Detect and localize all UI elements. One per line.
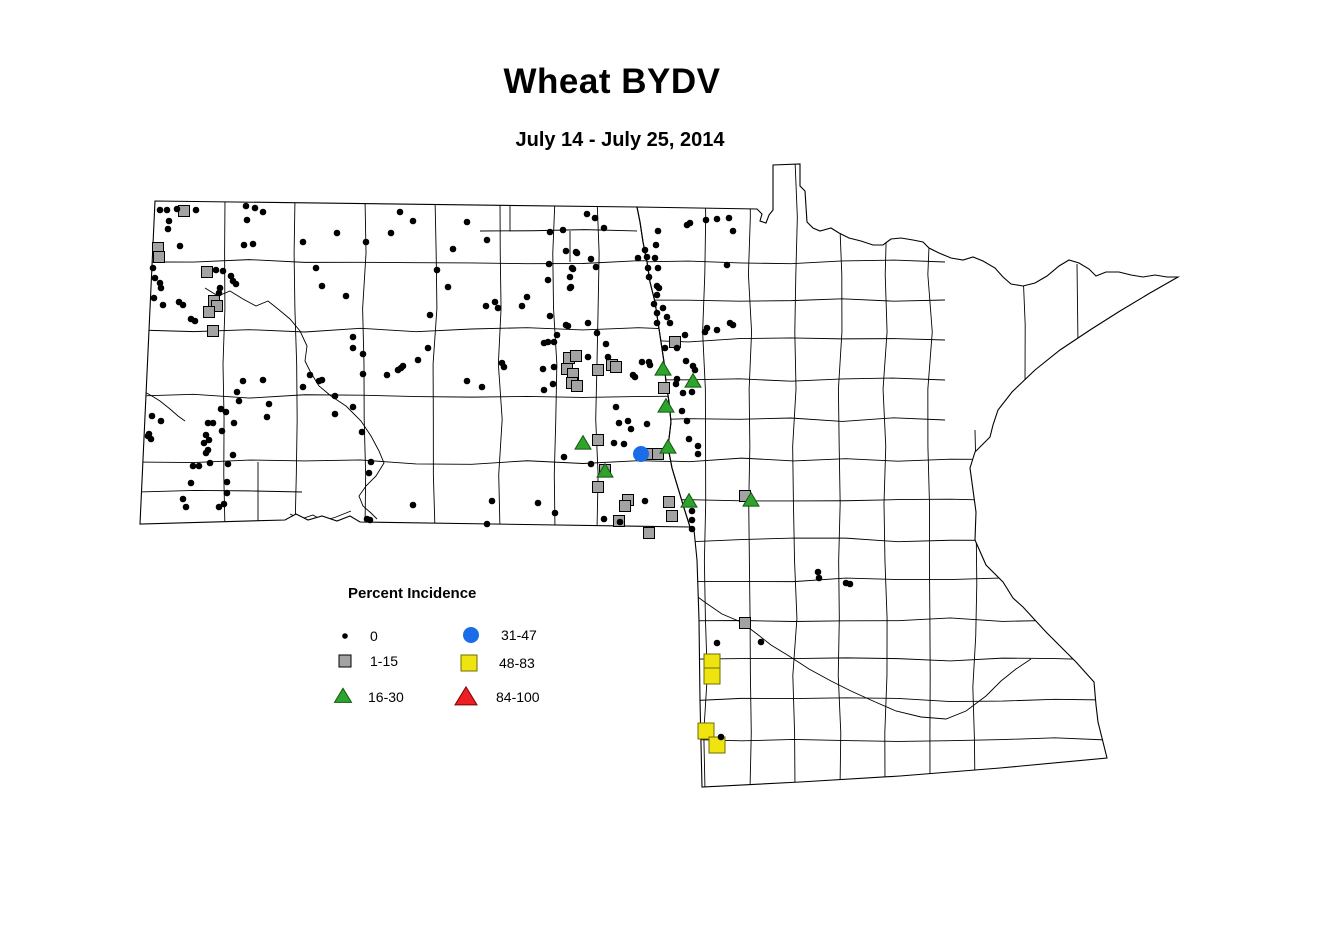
legend-label-4: 48-83 — [499, 655, 535, 671]
nd-county-grid — [140, 201, 690, 527]
yellow-square-icon — [456, 650, 482, 676]
legend-item-0: 0 — [332, 623, 378, 649]
page-subtitle: July 14 - July 25, 2014 — [515, 129, 725, 151]
mn-county-grid — [637, 164, 1108, 787]
legend-label-0: 0 — [370, 628, 378, 644]
legend-item-3: 31-47 — [458, 622, 537, 648]
marker-layer-triangles-16-30 — [574, 360, 760, 508]
dot-icon — [332, 623, 358, 649]
red-triangle-icon — [453, 684, 479, 710]
page-title: Wheat BYDV — [503, 62, 721, 101]
green-triangle-icon — [330, 684, 356, 710]
marker-layer-dots-0 — [144, 202, 854, 741]
legend-label-1: 1-15 — [370, 653, 399, 669]
legend-item-1: 1-15 — [332, 648, 398, 674]
gray-square-icon — [332, 648, 358, 674]
legend-label-3: 31-47 — [501, 627, 537, 643]
legend-item-4: 48-83 — [456, 650, 535, 676]
legend-item-5: 84-100 — [453, 684, 540, 710]
marker-layer-circles-31-47 — [633, 446, 649, 462]
legend-header: Percent Incidence — [348, 585, 477, 602]
blue-circle-icon — [458, 622, 484, 648]
legend-item-2: 16-30 — [330, 684, 404, 710]
minnesota-outline — [636, 163, 1181, 788]
legend-label-2: 16-30 — [368, 689, 404, 705]
marker-layer-squares-1-15 — [152, 205, 751, 629]
legend-label-5: 84-100 — [496, 689, 540, 705]
marker-layer-squares-48-83 — [697, 653, 726, 754]
